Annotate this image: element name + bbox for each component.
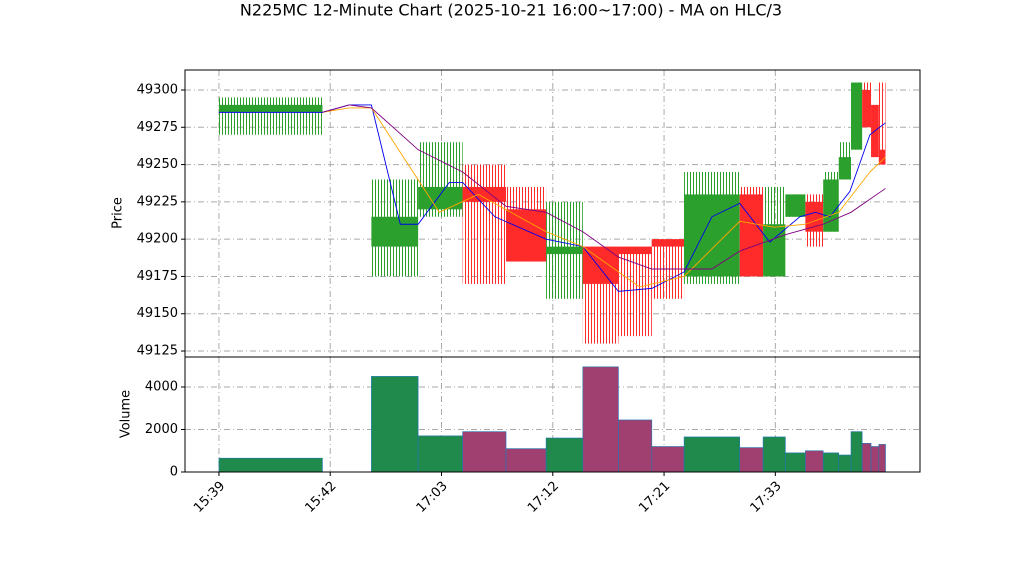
- volume-bar: [505, 448, 547, 473]
- y-tick-label: 49125: [137, 344, 178, 359]
- candle-body: [739, 194, 764, 277]
- y-tick-label: 49275: [137, 120, 178, 135]
- y-tick-label: 49300: [137, 82, 178, 97]
- y-tick-label: 49225: [137, 194, 178, 209]
- y-tick-label: 49175: [137, 269, 178, 284]
- volume-bar: [218, 457, 323, 473]
- candle-body: [785, 194, 806, 217]
- y2-axis-label: Volume: [119, 390, 134, 438]
- y2-tick-label: 4000: [145, 380, 178, 395]
- volume-bar: [618, 419, 653, 473]
- candle-body: [218, 104, 323, 113]
- volume-bar: [651, 446, 685, 473]
- candle-body: [651, 239, 685, 247]
- chart-title: N225MC 12-Minute Chart (2025-10-21 16:00…: [240, 1, 782, 20]
- volume-bar: [683, 436, 741, 473]
- volume-bar: [739, 447, 764, 473]
- volume-bar: [545, 437, 584, 473]
- moving-average-line: [218, 104, 886, 292]
- candle-body: [862, 89, 872, 128]
- volume-panel-frame: [184, 356, 921, 473]
- y-tick-label: 49250: [137, 157, 178, 172]
- y2-tick-label: 2000: [145, 422, 178, 437]
- volume-bar: [762, 436, 786, 473]
- moving-average-line: [322, 104, 886, 270]
- candle-body: [763, 224, 786, 277]
- volume-bar: [462, 431, 507, 473]
- candle-body: [582, 246, 619, 284]
- candle-body: [418, 186, 463, 210]
- candle-body: [546, 246, 583, 255]
- volume-bar: [850, 431, 863, 473]
- candle-body: [371, 216, 419, 247]
- moving-average-line: [322, 107, 886, 288]
- y2-tick-label: 0: [170, 465, 178, 480]
- y-axis-label: Price: [111, 197, 126, 229]
- candle-body: [838, 157, 852, 180]
- candle-body: [506, 209, 547, 262]
- candle-body: [618, 246, 652, 255]
- volume-bar: [805, 450, 824, 473]
- volume-bar: [417, 435, 463, 473]
- candle-body: [851, 82, 863, 150]
- y-tick-label: 49200: [137, 232, 178, 247]
- candle-body: [823, 179, 839, 232]
- volume-bar: [582, 366, 619, 473]
- volume-bar: [822, 452, 840, 473]
- volume-bar: [371, 376, 419, 473]
- candle-wick: [218, 97, 323, 135]
- candle-body: [684, 194, 740, 277]
- candle-wick: [878, 82, 886, 165]
- candle-body: [805, 201, 824, 232]
- volume-bar: [785, 452, 806, 473]
- volume-bar: [878, 444, 886, 473]
- volume-bar: [861, 443, 872, 473]
- candle-wick: [462, 164, 507, 284]
- volume-bar: [870, 446, 880, 473]
- volume-bar: [838, 454, 852, 473]
- candle-body: [878, 149, 886, 165]
- candle-wick: [618, 246, 652, 337]
- y-tick-label: 49150: [137, 306, 178, 321]
